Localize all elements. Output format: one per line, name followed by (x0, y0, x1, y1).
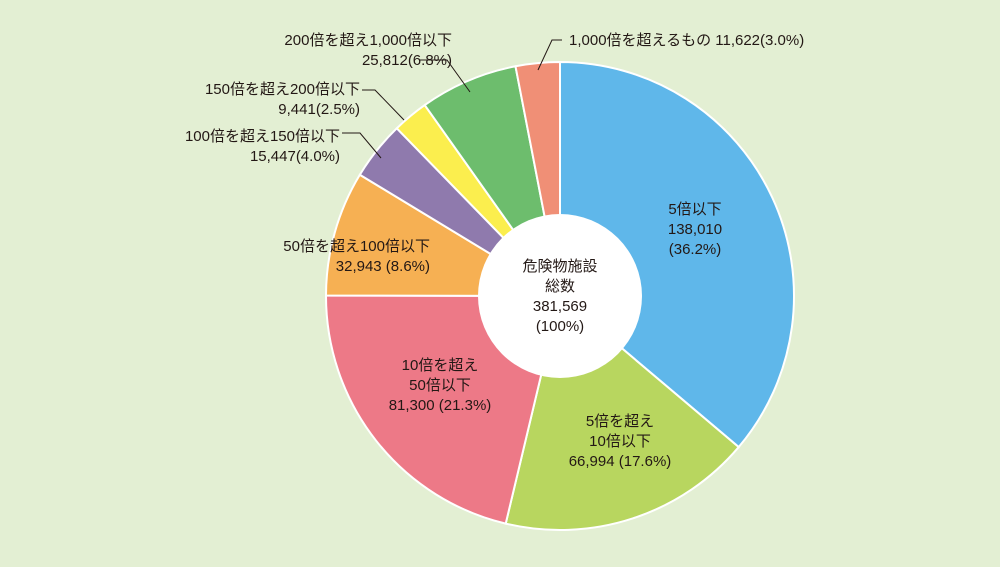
slice-label-4-line-2: 32,943 (8.6%) (336, 258, 430, 275)
slice-label-3-line-3: 81,300 (21.3%) (389, 397, 492, 414)
slice-label-5-line-2: 15,447(4.0%) (250, 148, 340, 165)
slice-label-4-line-1: 50倍を超え100倍以下 (283, 238, 430, 255)
center-label-line-2: 総数 (545, 278, 575, 295)
leader-line-7 (420, 59, 471, 93)
pie-slice-1 (559, 60, 795, 449)
donut-hole (478, 214, 642, 378)
slice-label-2-line-2: 10倍以下 (589, 433, 651, 450)
slice-label-1-line-1: 5倍以下 (668, 201, 721, 218)
leader-line-5 (342, 132, 382, 159)
center-label-line-4: (100%) (536, 318, 584, 335)
slice-label-8-line-1: 1,000倍を超えるもの 11,622(3.0%) (569, 32, 804, 49)
slice-label-3-line-1: 10倍を超え (402, 357, 479, 374)
slice-label-2-line-3: 66,994 (17.6%) (569, 453, 672, 470)
slice-label-2-line-1: 5倍を超え (586, 413, 654, 430)
slice-label-7-line-1: 200倍を超え1,000倍以下 (284, 32, 452, 49)
slice-label-5-line-1: 100倍を超え150倍以下 (185, 128, 340, 145)
slice-label-7-line-2: 25,812(6.8%) (362, 52, 452, 69)
center-label-line-3: 381,569 (533, 298, 587, 315)
center-label-line-1: 危険物施設 (522, 258, 597, 275)
slice-label-3-line-2: 50倍以下 (409, 377, 471, 394)
leader-line-8 (537, 39, 562, 71)
slice-label-1-line-2: 138,010 (668, 221, 722, 238)
slice-label-6-line-1: 150倍を超え200倍以下 (205, 81, 360, 98)
slice-label-1-line-3: (36.2%) (669, 241, 722, 258)
leader-line-6 (362, 89, 405, 121)
slice-label-6-line-2: 9,441(2.5%) (278, 101, 360, 118)
